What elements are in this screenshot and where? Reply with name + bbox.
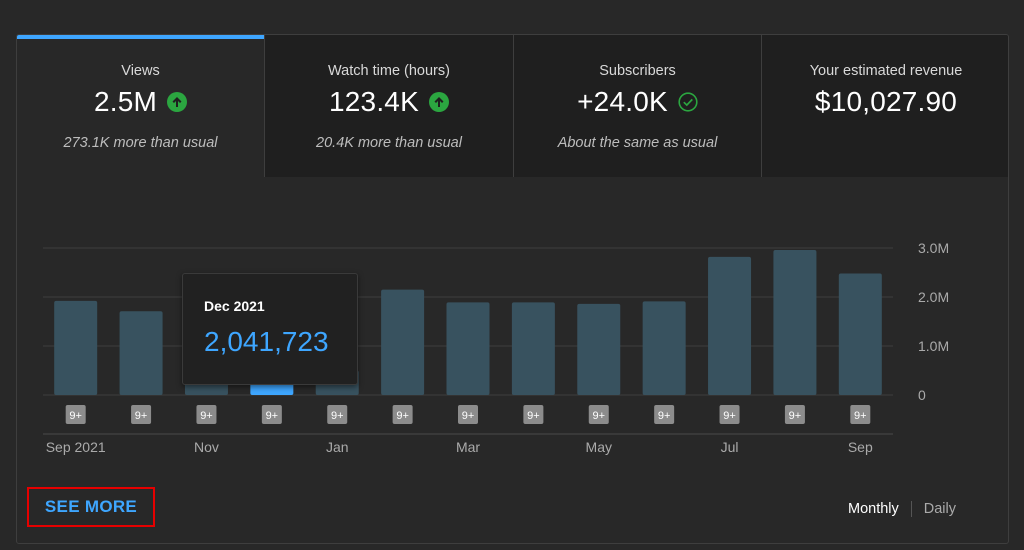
content-badge-label: 9+ [396, 410, 409, 422]
views-bar-chart: 0 1.0M 2.0M 3.0M 9+ 9+ 9+ 9+ 9+ 9+ 9+ 9+ 9+ 9+ 9+ 9+ 9+ S… [43, 240, 949, 455]
period-divider [910, 501, 912, 517]
watch-time-note: 20.4K more than usual [316, 135, 462, 151]
x-tick-label: Jan [326, 439, 349, 455]
content-badge-label: 9+ [658, 410, 671, 422]
content-badge [261, 405, 282, 424]
check-circle-icon [678, 92, 698, 112]
chart-tooltip: Dec 2021 2,041,723 [182, 273, 358, 385]
content-badge [654, 405, 675, 424]
metric-tabs: Views 2.5M 273.1K more than usual Watch … [17, 35, 1008, 177]
see-more-button[interactable]: SEE MORE [27, 487, 155, 527]
revenue-value: $10,027.90 [814, 86, 958, 117]
views-value: 2.5M [93, 86, 158, 117]
x-tick-label: Nov [194, 439, 219, 455]
bar [838, 273, 882, 395]
selected-tab-indicator [17, 35, 264, 39]
content-badge [131, 405, 152, 424]
content-badge [523, 405, 544, 424]
up-arrow-icon [167, 92, 188, 112]
content-badge-label: 9+ [69, 410, 82, 422]
y-tick-label: 0 [918, 387, 926, 403]
x-tick-label: Jul [721, 439, 739, 455]
analytics-card: Views 2.5M 273.1K more than usual Watch … [16, 34, 1009, 544]
content-badge [458, 405, 478, 424]
watch-time-value: 123.4K [329, 86, 419, 117]
up-arrow-icon [428, 92, 449, 112]
content-badge-label: 9+ [266, 410, 279, 422]
content-badge [392, 405, 413, 424]
content-badge-label: 9+ [135, 410, 148, 422]
bar [642, 301, 686, 395]
tooltip-value: 2,041,723 [204, 326, 329, 357]
tab-watch-time[interactable]: Watch time (hours) 123.4K 20.4K more tha… [265, 35, 514, 177]
content-badge-label: 9+ [592, 410, 605, 422]
views-note: 273.1K more than usual [63, 135, 218, 151]
content-badge-label: 9+ [331, 410, 344, 422]
content-badge-label: 9+ [854, 410, 867, 422]
bar [446, 302, 490, 395]
content-badge [327, 405, 348, 424]
x-tick-label: Mar [456, 439, 480, 455]
views-label: Views [121, 63, 160, 79]
bar [577, 303, 621, 395]
content-badge-label: 9+ [723, 410, 736, 422]
content-badge [65, 405, 86, 424]
x-tick-label: May [586, 439, 612, 455]
content-badge-label: 9+ [789, 410, 802, 422]
content-badge [784, 405, 805, 424]
y-tick-label: 3.0M [918, 240, 949, 256]
tab-views[interactable]: Views 2.5M 273.1K more than usual [17, 35, 265, 177]
daily-option[interactable]: Daily [923, 501, 956, 517]
monthly-option[interactable]: Monthly [847, 501, 899, 517]
period-toggle: Monthly Daily [848, 501, 956, 517]
content-badge [719, 405, 740, 424]
bar [119, 311, 163, 395]
bar [54, 300, 98, 395]
tab-revenue[interactable]: Your estimated revenue $10,027.90 [762, 35, 1008, 177]
y-tick-label: 1.0M [918, 338, 949, 354]
bar [381, 289, 425, 395]
subscribers-note: About the same as usual [557, 135, 718, 151]
content-badge-label: 9+ [200, 410, 213, 422]
bar [511, 302, 555, 395]
tab-subscribers[interactable]: Subscribers +24.0K About the same as usu… [514, 35, 762, 177]
bar [773, 249, 817, 395]
content-badge-label: 9+ [527, 410, 540, 422]
y-tick-label: 2.0M [918, 289, 949, 305]
content-badge [588, 405, 609, 424]
watch-time-label: Watch time (hours) [328, 63, 450, 79]
content-badge [850, 405, 871, 424]
content-badge-label: 9+ [462, 410, 475, 422]
content-badge [196, 405, 217, 424]
x-tick-label: Sep 2021 [46, 439, 106, 455]
tooltip-title: Dec 2021 [204, 298, 265, 314]
bar [708, 256, 752, 395]
views-chart[interactable]: 0 1.0M 2.0M 3.0M 9+ 9+ 9+ 9+ 9+ 9+ 9+ 9+ 9+ 9+ 9+ 9+ 9+ S… [17, 177, 1008, 477]
revenue-label: Your estimated revenue [809, 63, 963, 79]
x-tick-label: Sep [848, 439, 873, 455]
subscribers-label: Subscribers [599, 63, 676, 79]
subscribers-value: +24.0K [577, 86, 668, 117]
